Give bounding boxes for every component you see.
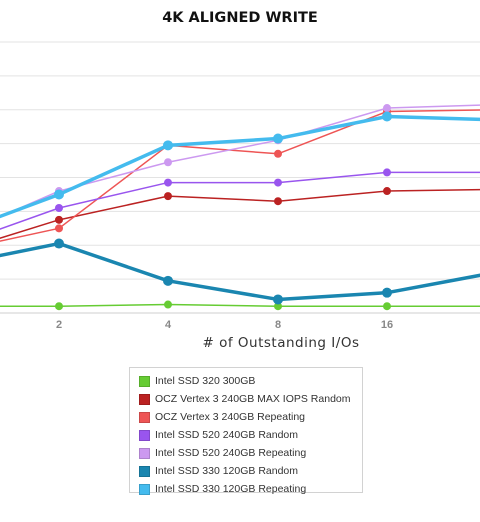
data-point[interactable] [164, 300, 172, 309]
data-point[interactable] [383, 104, 391, 113]
data-point[interactable] [383, 168, 391, 177]
legend-item[interactable]: Intel SSD 520 240GB Repeating [139, 444, 362, 462]
x-axis-label: # of Outstanding I/Os [202, 335, 360, 351]
data-point[interactable] [382, 287, 392, 298]
series-line [0, 241, 480, 302]
chart-title: 4K ALIGNED WRITE [162, 10, 318, 26]
legend-label: Intel SSD 330 120GB Repeating [155, 483, 307, 495]
legend-item[interactable]: Intel SSD 520 240GB Random [139, 426, 362, 444]
data-point[interactable] [164, 158, 172, 167]
data-point[interactable] [54, 238, 64, 249]
legend-item[interactable]: OCZ Vertex 3 240GB MAX IOPS Random [139, 390, 362, 408]
data-point[interactable] [273, 294, 283, 305]
data-point[interactable] [163, 275, 173, 286]
data-point[interactable] [383, 302, 391, 311]
data-point[interactable] [273, 133, 283, 144]
legend-swatch [139, 465, 150, 477]
data-point[interactable] [55, 215, 63, 224]
series-line [0, 109, 480, 242]
x-tick-label: 8 [275, 319, 281, 330]
series-line [0, 114, 480, 219]
series-line [0, 303, 480, 307]
data-point[interactable] [164, 178, 172, 187]
data-point[interactable] [274, 149, 282, 158]
series-line [0, 188, 480, 239]
series-0 [0, 300, 480, 311]
series-3 [0, 168, 480, 230]
data-point[interactable] [163, 140, 173, 151]
legend-label: Intel SSD 330 120GB Random [155, 465, 299, 477]
data-point[interactable] [274, 178, 282, 187]
legend-swatch [139, 447, 150, 459]
grid-lines [0, 41, 480, 314]
legend-item[interactable]: Intel SSD 330 120GB Repeating [139, 480, 362, 498]
x-axis-tick-labels: 2 4 8 16 [56, 319, 393, 330]
data-point[interactable] [55, 203, 63, 212]
series-2 [0, 107, 480, 242]
x-tick-label: 16 [381, 319, 393, 330]
series-5 [0, 238, 480, 305]
legend: Intel SSD 320 300GB OCZ Vertex 3 240GB MA… [129, 367, 363, 495]
series-1 [0, 187, 480, 239]
x-tick-label: 2 [56, 319, 62, 330]
data-point[interactable] [55, 302, 63, 311]
legend-item[interactable]: Intel SSD 330 120GB Random [139, 462, 362, 480]
data-point[interactable] [382, 111, 392, 122]
legend-swatch [139, 483, 150, 495]
legend-label: OCZ Vertex 3 240GB MAX IOPS Random [155, 393, 351, 405]
series-6 [0, 111, 480, 219]
legend-swatch [139, 429, 150, 441]
legend-swatch [139, 411, 150, 423]
data-point[interactable] [274, 197, 282, 206]
legend-item[interactable]: OCZ Vertex 3 240GB Repeating [139, 408, 362, 426]
legend-item[interactable]: Intel SSD 320 300GB [139, 372, 362, 390]
legend-label: Intel SSD 520 240GB Repeating [155, 447, 307, 459]
data-point[interactable] [383, 187, 391, 196]
series-line [0, 171, 480, 230]
legend-label: Intel SSD 520 240GB Random [155, 429, 299, 441]
data-point[interactable] [55, 224, 63, 233]
data-point[interactable] [164, 192, 172, 201]
series-layer [0, 104, 480, 311]
line-chart: 2 4 8 16 [0, 41, 480, 330]
x-tick-label: 4 [165, 319, 172, 330]
series-line [0, 104, 480, 218]
data-point[interactable] [274, 302, 282, 311]
data-point[interactable] [54, 189, 64, 200]
legend-swatch [139, 393, 150, 405]
legend-label: OCZ Vertex 3 240GB Repeating [155, 411, 305, 423]
legend-swatch [139, 375, 150, 387]
legend-label: Intel SSD 320 300GB [155, 375, 256, 387]
